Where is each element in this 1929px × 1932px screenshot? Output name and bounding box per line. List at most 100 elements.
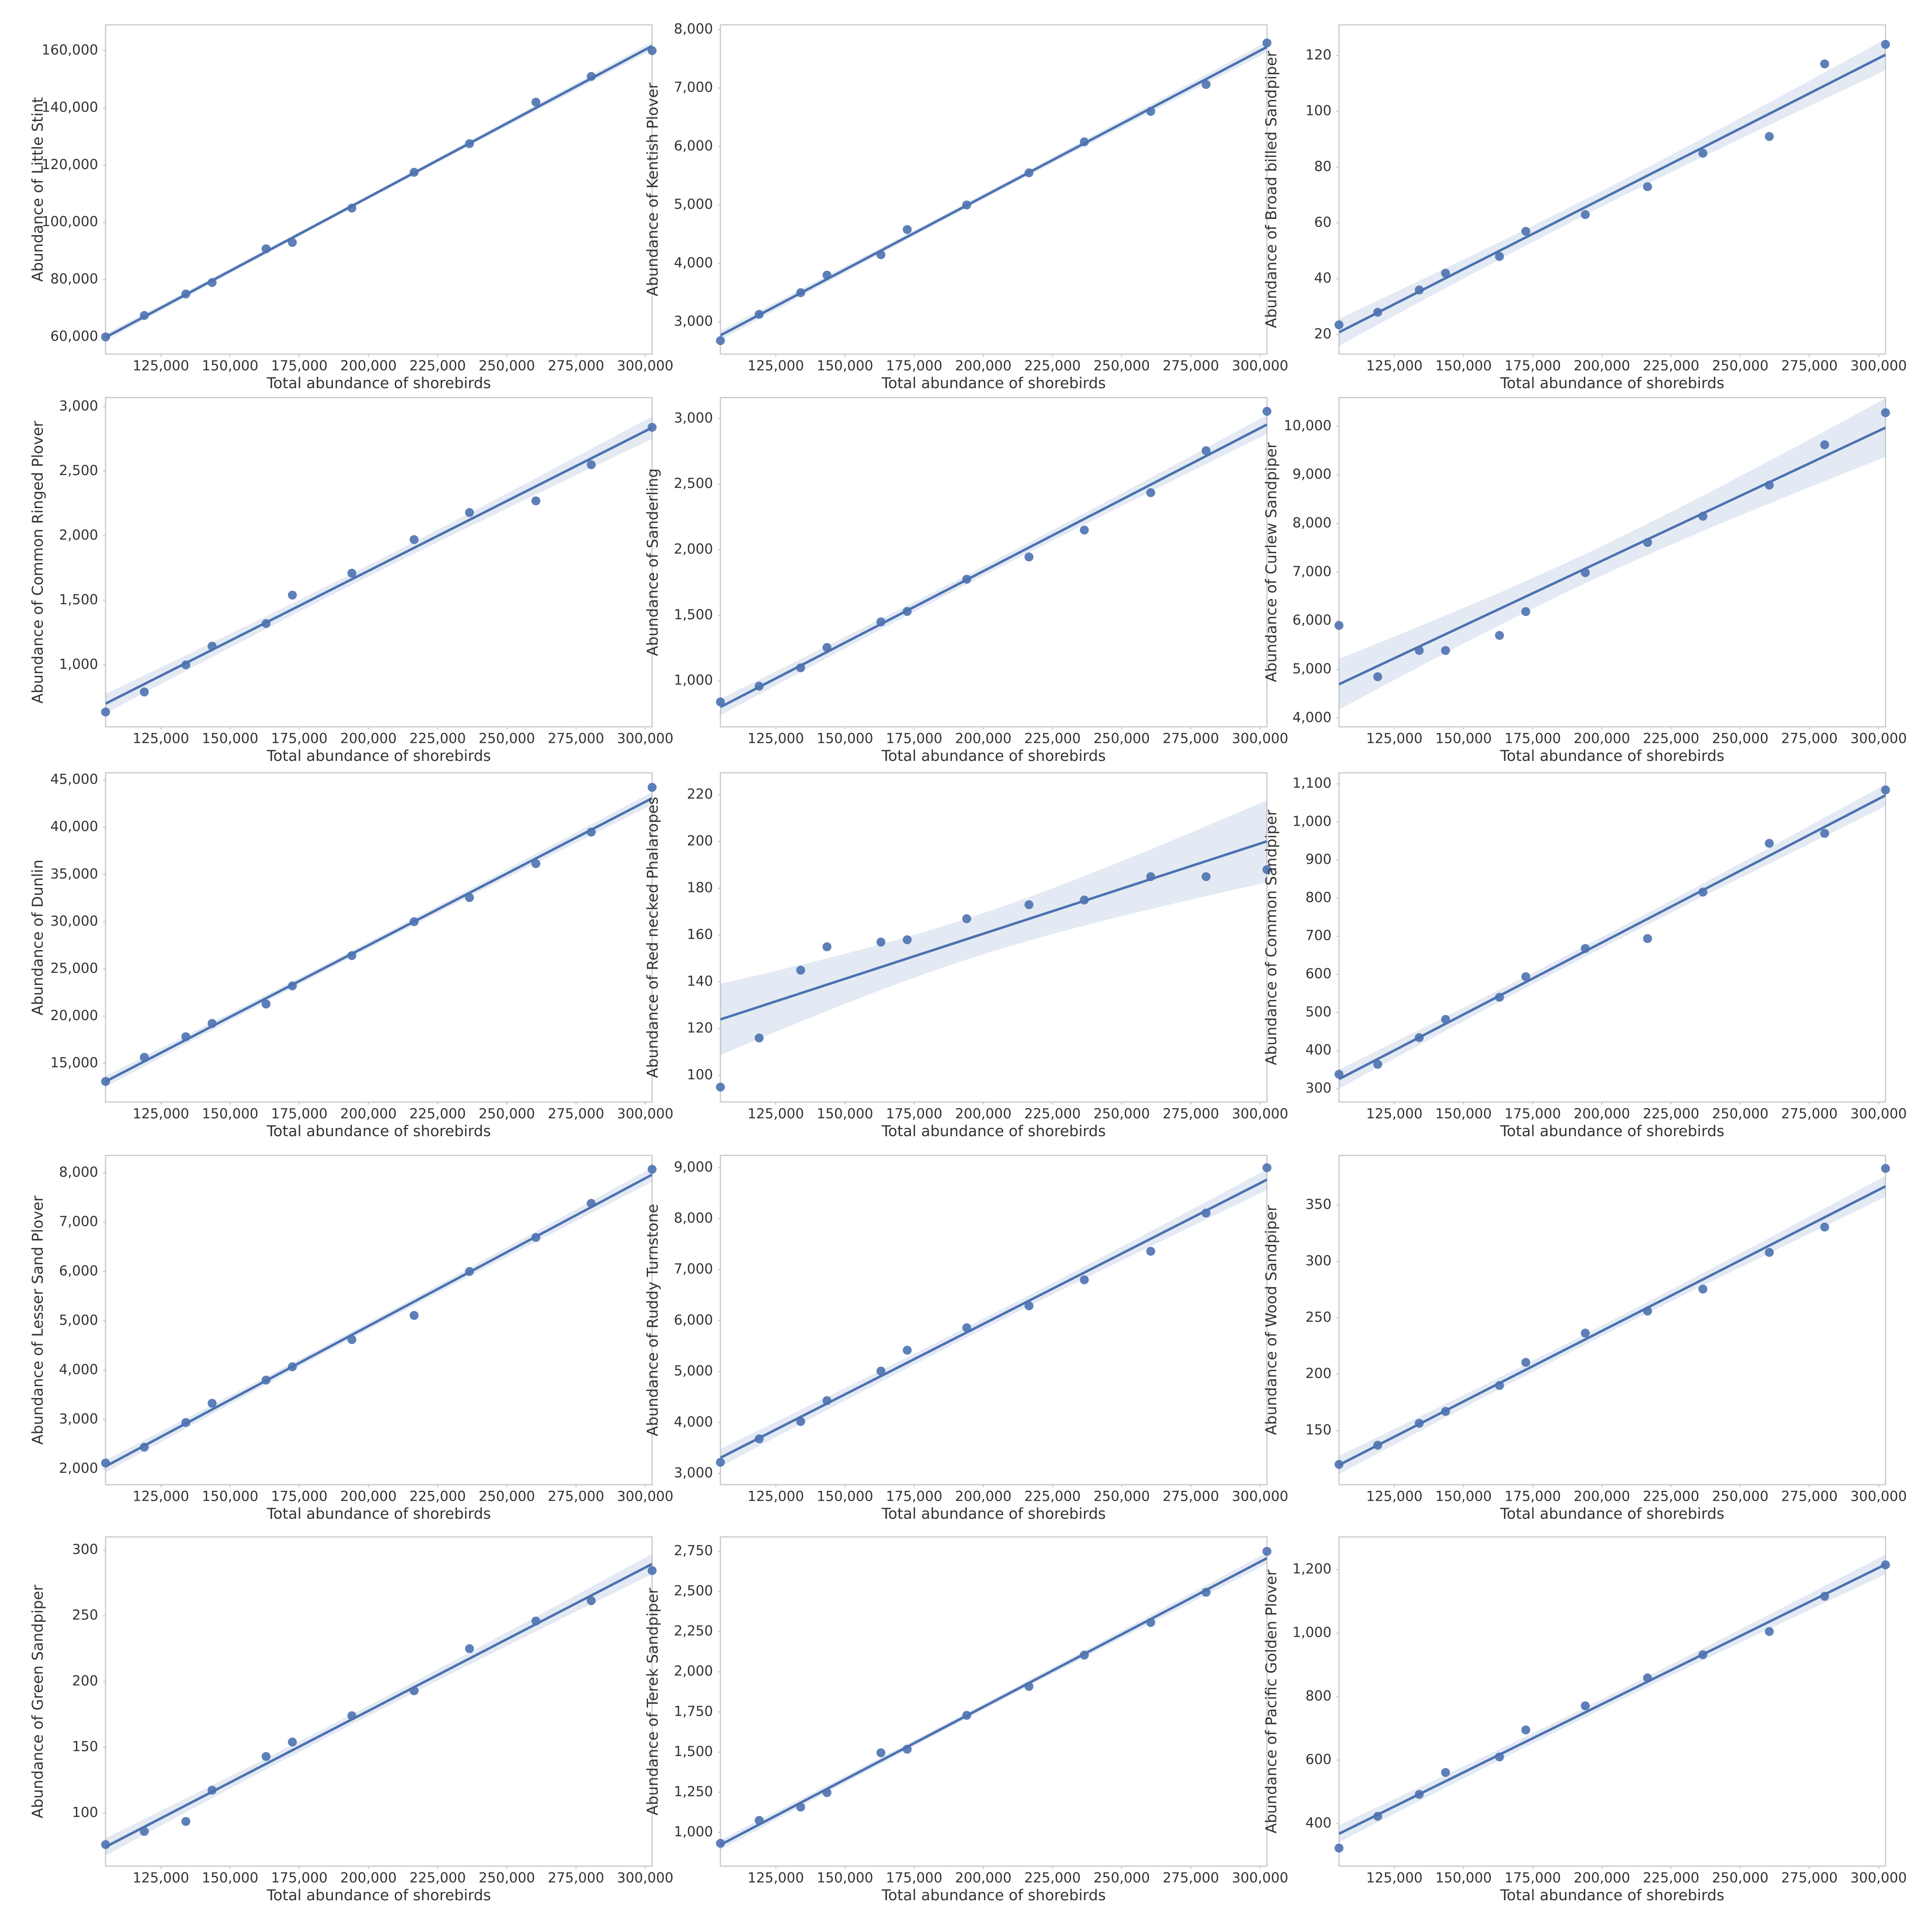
point <box>1414 646 1424 655</box>
x-tick-label: 250,000 <box>1712 357 1769 374</box>
point <box>207 1399 217 1408</box>
y-tick-label: 500 <box>1305 1003 1332 1020</box>
x-tick-label: 125,000 <box>1366 357 1423 374</box>
y-tick-label: 1,000 <box>674 672 713 688</box>
point <box>1441 646 1450 655</box>
x-tick-label: 225,000 <box>1024 730 1081 747</box>
x-tick-label: 175,000 <box>886 730 942 747</box>
x-tick-label: 125,000 <box>1366 1105 1423 1122</box>
y-tick-label: 1,200 <box>1293 1561 1332 1577</box>
x-tick-label: 125,000 <box>748 1488 804 1505</box>
point <box>139 311 149 320</box>
x-tick-label: 300,000 <box>1850 1870 1907 1886</box>
x-tick-label: 150,000 <box>202 1870 258 1886</box>
y-tick-label: 7,000 <box>1293 563 1332 579</box>
x-tick-label: 225,000 <box>1024 1105 1081 1122</box>
x-tick-label: 150,000 <box>202 730 258 747</box>
x-tick-label: 150,000 <box>202 1105 258 1122</box>
y-tick-label: 250 <box>1305 1309 1332 1325</box>
point <box>1334 320 1344 330</box>
y-tick-label: 4,000 <box>59 1361 98 1378</box>
x-tick-label: 250,000 <box>1093 357 1150 374</box>
plot-area <box>1339 1554 1886 1842</box>
x-tick-label: 250,000 <box>478 1870 535 1886</box>
x-axis-label: Total abundance of shorebirds <box>266 1887 491 1904</box>
x-tick-label: 275,000 <box>1163 1105 1219 1122</box>
x-tick-label: 300,000 <box>1232 730 1288 747</box>
y-axis-label: Abundance of Sanderling <box>644 468 661 656</box>
x-axis-label: Total abundance of shorebirds <box>1500 1505 1724 1523</box>
point <box>531 1617 541 1626</box>
point <box>465 1267 474 1276</box>
subplot: 125,000 150,000 175,000 200,000 225,000 250,0… <box>1263 1155 1907 1523</box>
y-axis-label: Abundance of Wood Sandpiper <box>1263 1205 1280 1435</box>
x-tick-label: 125,000 <box>133 1870 189 1886</box>
point <box>207 642 217 651</box>
plot-area <box>720 800 1267 1055</box>
x-tick-label: 250,000 <box>478 730 535 747</box>
point <box>1521 227 1530 236</box>
point <box>1581 568 1590 577</box>
y-tick-label: 600 <box>1305 966 1332 982</box>
point <box>1881 1164 1890 1173</box>
y-axis-label: Abundance of Broad billed Sandpiper <box>1263 51 1280 328</box>
point <box>1202 1588 1211 1597</box>
regression-line <box>106 797 652 1083</box>
x-tick-label: 200,000 <box>955 730 1012 747</box>
y-tick-label: 35,000 <box>50 866 98 882</box>
y-tick-label: 20,000 <box>50 1007 98 1024</box>
point <box>288 1737 297 1747</box>
regression-line <box>106 45 652 339</box>
subplot: 125,000 150,000 175,000 200,000 225,000 250,0… <box>30 24 673 392</box>
axes-frame <box>720 24 1268 355</box>
regression-line <box>106 1173 652 1468</box>
y-tick-label: 45,000 <box>50 771 98 787</box>
point <box>261 1375 271 1385</box>
x-tick-label: 250,000 <box>1712 1105 1769 1122</box>
x-tick-label: 300,000 <box>1850 730 1907 747</box>
subplot: 125,000 150,000 175,000 200,000 225,000 250,0… <box>1263 1536 1907 1904</box>
y-tick-label: 5,000 <box>1293 660 1332 677</box>
y-tick-label: 120 <box>687 1020 713 1036</box>
x-tick-label: 200,000 <box>340 1870 397 1886</box>
point <box>101 332 110 342</box>
y-tick-label: 1,250 <box>674 1783 713 1799</box>
point <box>1495 993 1504 1002</box>
y-tick-label: 1,000 <box>1293 1624 1332 1641</box>
point <box>716 1838 725 1848</box>
axes-frame <box>1338 1155 1887 1486</box>
x-tick-label: 200,000 <box>340 357 397 374</box>
point <box>1643 1673 1652 1683</box>
point <box>648 46 657 55</box>
y-tick-label: 1,500 <box>674 606 713 623</box>
y-tick-label: 100,000 <box>42 213 98 230</box>
x-tick-label: 300,000 <box>1850 1488 1907 1505</box>
x-tick-label: 125,000 <box>1366 730 1423 747</box>
point <box>754 1033 764 1043</box>
point <box>754 1434 764 1444</box>
point <box>962 1323 972 1332</box>
x-tick-label: 250,000 <box>1712 1870 1769 1886</box>
x-tick-label: 275,000 <box>1781 357 1838 374</box>
y-tick-label: 1,750 <box>674 1703 713 1719</box>
y-tick-label: 100 <box>1305 102 1332 118</box>
point <box>1334 621 1344 630</box>
point <box>465 1644 474 1653</box>
y-tick-label: 30,000 <box>50 913 98 929</box>
y-tick-label: 40 <box>1314 270 1332 286</box>
point <box>876 1366 886 1376</box>
point <box>1643 934 1652 943</box>
point <box>716 1458 725 1467</box>
confidence-band <box>1339 398 1886 710</box>
point <box>1373 672 1382 681</box>
x-tick-label: 200,000 <box>1574 1870 1630 1886</box>
y-tick-label: 9,000 <box>1293 466 1332 482</box>
point <box>754 1816 764 1825</box>
x-axis-label: Total abundance of shorebirds <box>266 375 491 392</box>
x-tick-label: 175,000 <box>271 357 328 374</box>
y-tick-label: 8,000 <box>674 1210 713 1226</box>
point <box>181 660 191 669</box>
y-tick-label: 6,000 <box>1293 612 1332 628</box>
point <box>1414 1790 1424 1799</box>
point <box>288 1362 297 1372</box>
